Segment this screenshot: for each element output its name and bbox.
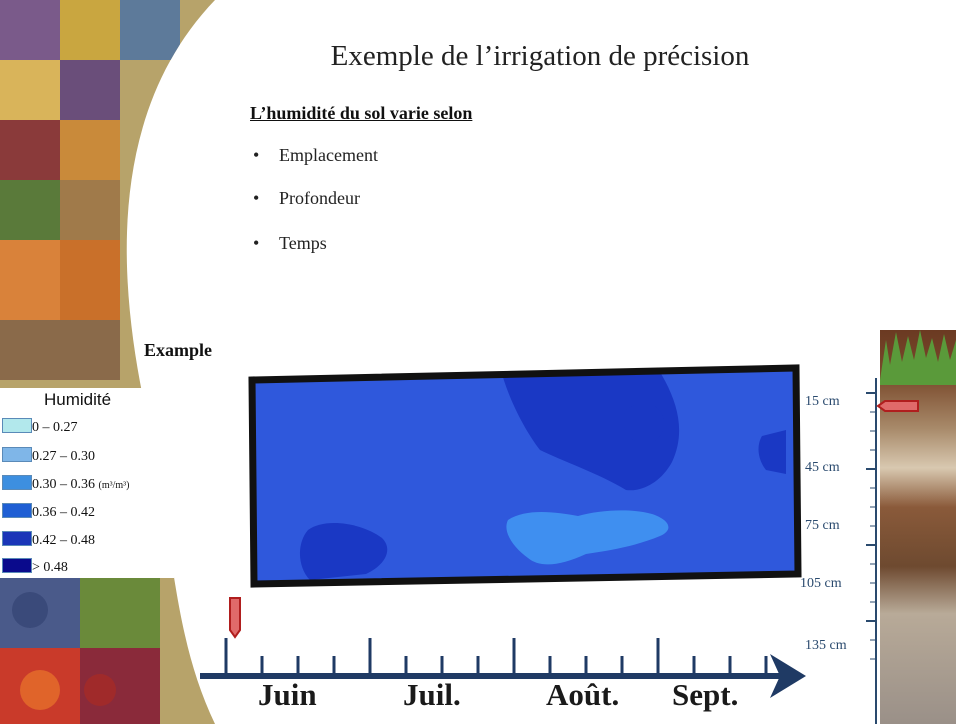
depth-label: 15 cm [805,394,840,409]
legend-label: 0.42 – 0.48 [32,533,95,548]
moisture-zone-high [299,523,388,580]
season-timeline [200,638,806,698]
bullet-item: • Temps [253,233,327,254]
depth-scale [866,378,877,724]
soil-moisture-map [248,364,802,588]
timeline-arrow-head [770,654,806,698]
legend-swatch [2,503,32,518]
legend-item: > 0.48 [2,558,68,578]
legend-unit: (m³/m³) [98,480,130,491]
month-label-august: Août. [546,677,620,712]
legend-item: 0.36 – 0.42 [2,503,95,523]
legend-swatch [2,418,32,433]
moisture-map-frame [248,364,802,588]
legend-label: 0.30 – 0.36 [32,477,95,492]
legend-swatch [2,475,32,490]
legend-label: 0.36 – 0.42 [32,505,95,520]
bullet-text: Temps [279,233,327,253]
legend-item: 0.42 – 0.48 [2,531,95,551]
bullet-item: • Emplacement [253,145,378,166]
month-label-july: Juil. [403,677,461,712]
time-marker-icon [229,597,241,639]
legend-item: 0 – 0.27 [2,418,78,438]
depth-label: 135 cm [805,638,847,653]
moisture-zone-high [502,372,680,491]
example-label: Example [144,340,213,360]
moisture-zone-high [623,403,665,444]
bullet-marker: • [253,188,260,208]
depth-label: 45 cm [805,460,840,475]
depth-label: 105 cm [800,576,842,591]
bullet-text: Emplacement [279,145,378,165]
slide-title: Exemple de l’irrigation de précision [330,40,750,72]
legend-item: 0.30 – 0.36 (m³/m³) [2,475,130,495]
moisture-zone-low [506,510,669,565]
month-label-september: Sept. [672,677,739,712]
legend-swatch [2,447,32,462]
legend-item: 0.27 – 0.30 [2,447,95,467]
bullet-item: • Profondeur [253,188,360,209]
bullet-marker: • [253,233,260,253]
depth-label: 75 cm [805,518,840,533]
legend-swatch [2,531,32,546]
soil-profile [880,330,956,724]
legend-label: 0 – 0.27 [32,420,78,435]
legend-title: Humidité [44,390,112,409]
bullet-marker: • [253,145,260,165]
bullet-text: Profondeur [279,188,360,208]
legend-label: > 0.48 [32,560,68,575]
slide-subtitle: L’humidité du sol varie selon [250,103,473,123]
legend-swatch [2,558,32,573]
moisture-legend: Humidité 0 – 0.27 0.27 – 0.30 0.30 – 0.3… [0,388,174,578]
depth-marker-icon [876,400,919,412]
month-label-june: Juin [258,677,317,712]
legend-label: 0.27 – 0.30 [32,449,95,464]
moisture-zone-high [758,430,786,474]
